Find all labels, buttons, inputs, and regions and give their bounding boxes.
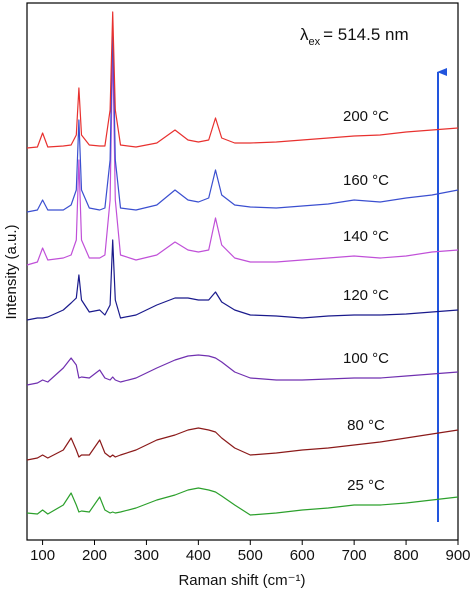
annotation-subscript: ex — [309, 36, 321, 48]
series-label: 25 °C — [347, 477, 385, 494]
annotation-symbol: λ — [300, 25, 309, 44]
x-tick-label: 600 — [290, 547, 315, 564]
x-tick-label: 400 — [186, 547, 211, 564]
series-label: 120 °C — [343, 287, 389, 304]
x-tick-label: 900 — [445, 547, 470, 564]
annotation-text: = 514.5 nm — [323, 25, 409, 44]
x-tick-label: 800 — [394, 547, 419, 564]
x-tick-label: 200 — [82, 547, 107, 564]
x-tick-label: 100 — [30, 547, 55, 564]
x-tick-label: 700 — [342, 547, 367, 564]
annotation: λex = 514.5 nm — [300, 25, 409, 47]
spectrum-line — [26, 354, 459, 386]
series-label: 80 °C — [347, 417, 385, 434]
spectrum-line — [26, 427, 459, 461]
y-axis-label: Intensity (a.u.) — [3, 224, 20, 319]
spectrum-line — [26, 487, 459, 516]
series-label: 140 °C — [343, 228, 389, 245]
spectrum-line — [26, 24, 459, 213]
spectrum-line — [26, 44, 459, 266]
x-axis-label: Raman shift (cm⁻¹) — [178, 572, 305, 589]
x-tick-label: 500 — [238, 547, 263, 564]
series-label: 200 °C — [343, 108, 389, 125]
series-label: 100 °C — [343, 350, 389, 367]
series-label: 160 °C — [343, 172, 389, 189]
x-tick-label: 300 — [134, 547, 159, 564]
plot-frame — [26, 2, 459, 541]
spectrum-line — [26, 239, 459, 321]
spectrum-line — [26, 11, 459, 149]
